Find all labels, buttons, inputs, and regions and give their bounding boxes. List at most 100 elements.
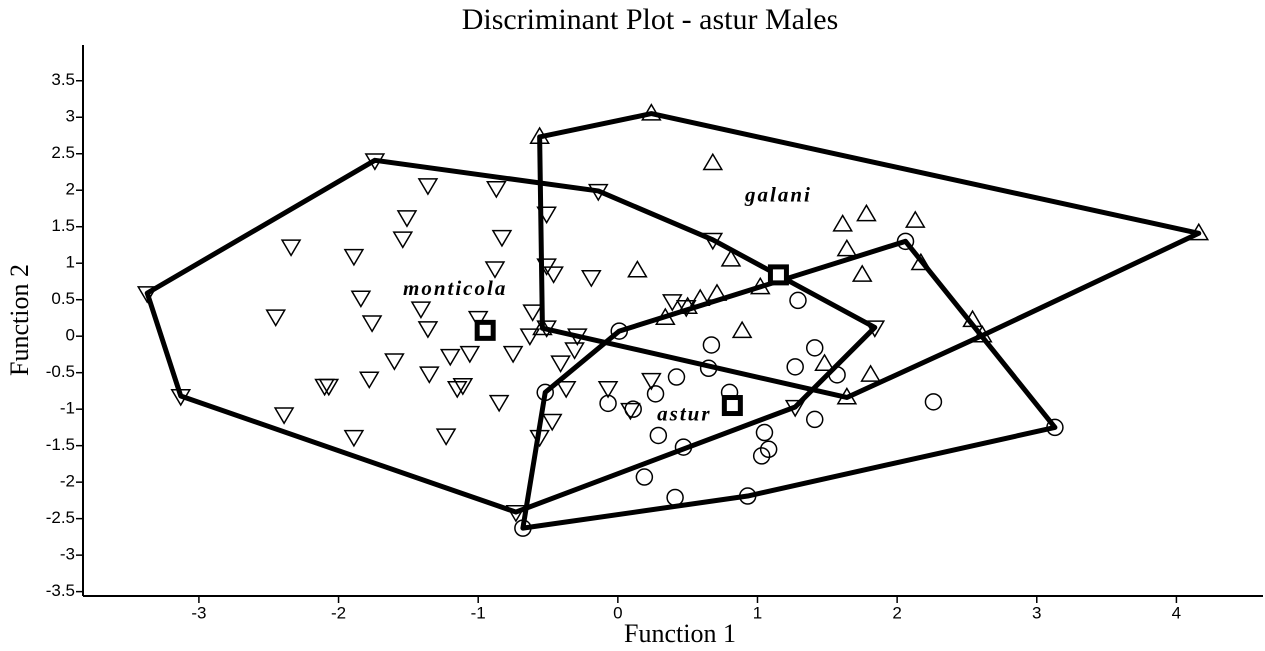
point	[864, 320, 886, 338]
point	[752, 447, 771, 465]
point	[564, 342, 585, 360]
point	[805, 339, 824, 357]
point	[350, 290, 372, 308]
point	[784, 399, 806, 418]
x-tick-label: 3	[1032, 603, 1041, 622]
y-tick-label: 0.5	[51, 289, 75, 308]
point	[649, 426, 668, 445]
y-tick-label: -3.5	[46, 581, 75, 600]
point	[786, 358, 804, 376]
point	[674, 438, 693, 456]
y-tick-label: 1	[66, 253, 75, 272]
centroid	[721, 395, 743, 417]
y-tick-label: 1.5	[51, 216, 75, 235]
point	[265, 309, 287, 327]
point	[358, 371, 380, 389]
point	[702, 152, 724, 171]
point	[624, 400, 642, 418]
point	[273, 407, 295, 425]
point	[550, 355, 571, 373]
group-label: galani	[744, 183, 812, 207]
point	[924, 393, 943, 411]
point	[699, 359, 718, 378]
x-tick-label: -2	[331, 603, 346, 622]
point	[491, 229, 513, 248]
point	[505, 505, 527, 523]
y-tick-label: 0	[66, 326, 75, 345]
point	[419, 366, 440, 384]
y-tick-label: 3	[66, 107, 75, 126]
point	[484, 261, 506, 279]
point	[580, 270, 602, 288]
point	[280, 239, 302, 257]
point	[446, 380, 468, 399]
point	[343, 248, 365, 267]
point	[731, 320, 753, 339]
point	[666, 488, 684, 507]
y-tick-label: -3	[60, 545, 75, 564]
point	[641, 372, 662, 391]
point	[789, 291, 807, 310]
point	[1188, 222, 1210, 241]
point	[1046, 418, 1064, 437]
group-hull	[537, 111, 1202, 400]
point	[805, 410, 824, 429]
point	[536, 383, 554, 402]
point	[529, 126, 550, 145]
x-tick-label: 4	[1172, 603, 1181, 622]
point	[439, 348, 461, 367]
point	[597, 380, 619, 399]
y-tick-label: -2.5	[46, 508, 75, 527]
point	[343, 429, 365, 448]
x-tick-label: -3	[191, 603, 206, 622]
point	[467, 310, 489, 329]
y-tick-label: -1.5	[46, 435, 75, 454]
point	[646, 385, 665, 403]
x-tick-label: 2	[892, 603, 901, 622]
point	[396, 210, 418, 228]
point	[860, 364, 881, 382]
point	[702, 336, 721, 354]
point	[667, 368, 686, 386]
group-hull	[144, 157, 878, 515]
y-tick-label: 2	[66, 180, 75, 199]
point	[759, 440, 778, 459]
y-tick-label: 3.5	[51, 70, 75, 89]
y-tick-label: -1	[60, 399, 75, 418]
point	[488, 394, 510, 413]
point	[541, 413, 563, 432]
point	[814, 353, 835, 371]
point	[755, 423, 774, 442]
point	[856, 203, 877, 222]
centroid	[474, 319, 496, 341]
y-tick-label: -2	[60, 472, 75, 491]
point	[519, 328, 541, 346]
point	[828, 366, 846, 384]
point	[486, 180, 507, 199]
point	[702, 232, 724, 251]
point	[555, 380, 577, 399]
group-label: astur	[657, 401, 711, 425]
point	[910, 252, 932, 271]
x-tick-label: 1	[753, 603, 762, 622]
point	[364, 153, 386, 171]
y-tick-label: 2.5	[51, 143, 75, 162]
point	[361, 315, 383, 333]
point	[543, 266, 564, 284]
point	[384, 353, 405, 371]
point	[170, 388, 192, 407]
point	[836, 387, 858, 405]
point	[610, 322, 628, 340]
point	[851, 264, 873, 282]
point	[599, 394, 617, 413]
x-tick-label: 0	[613, 603, 622, 622]
point	[392, 231, 414, 249]
point	[661, 294, 683, 312]
point	[587, 183, 609, 202]
point	[896, 232, 915, 251]
point	[522, 304, 543, 322]
point	[635, 468, 654, 486]
point	[641, 103, 662, 121]
